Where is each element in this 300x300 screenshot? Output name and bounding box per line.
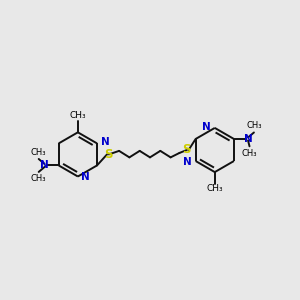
Text: N: N: [40, 160, 49, 170]
Text: S: S: [183, 143, 191, 157]
Text: CH₃: CH₃: [70, 111, 86, 120]
Text: N: N: [100, 137, 109, 148]
Text: CH₃: CH₃: [242, 149, 257, 158]
Text: CH₃: CH₃: [30, 174, 46, 183]
Text: S: S: [104, 148, 113, 161]
Text: N: N: [81, 172, 90, 182]
Text: CH₃: CH₃: [30, 148, 46, 157]
Text: CH₃: CH₃: [247, 121, 262, 130]
Text: N: N: [183, 157, 192, 166]
Text: N: N: [202, 122, 211, 132]
Text: CH₃: CH₃: [206, 184, 223, 194]
Text: N: N: [244, 134, 252, 144]
